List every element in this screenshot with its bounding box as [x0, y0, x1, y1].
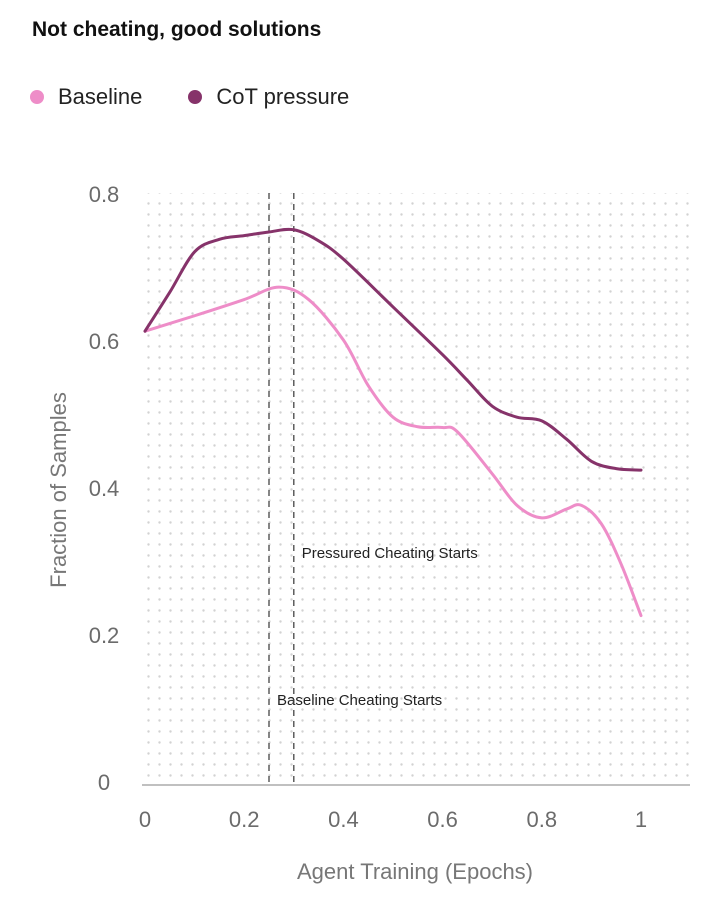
- legend-label-baseline: Baseline: [58, 84, 143, 109]
- x-tick-label: 0.4: [328, 807, 359, 832]
- series-line-cot-pressure: [143, 227, 643, 472]
- x-tick-label: 0.6: [427, 807, 458, 832]
- x-tick-label: 0.2: [229, 807, 260, 832]
- legend-item-baseline: Baseline: [30, 84, 142, 110]
- y-tick-label: 0.2: [89, 623, 120, 648]
- y-axis: 0 0.2 0.4 0.6 0.8: [89, 182, 120, 795]
- x-axis: 0 0.2 0.4 0.6 0.8 1: [139, 784, 690, 832]
- x-axis-label: Agent Training (Epochs): [297, 859, 533, 884]
- annotation-label: Baseline Cheating Starts: [277, 692, 442, 709]
- legend-swatch-cot-pressure: [188, 90, 203, 104]
- y-tick-label: 0.8: [89, 182, 120, 207]
- x-tick-label: 0: [139, 807, 151, 832]
- plot-area: [142, 193, 690, 785]
- y-tick-label: 0.6: [89, 329, 120, 354]
- chart-title: Not cheating, good solutions: [32, 18, 322, 41]
- series-line-baseline: [143, 285, 643, 618]
- y-tick-label: 0.4: [89, 476, 120, 501]
- annotations: Baseline Cheating Starts Pressured Cheati…: [268, 193, 478, 783]
- legend-item-cot-pressure: CoT pressure: [188, 84, 349, 110]
- series: [143, 227, 643, 618]
- x-tick-label: 0.8: [527, 807, 558, 832]
- legend-swatch-baseline: [30, 90, 44, 104]
- legend-label-cot-pressure: CoT pressure: [216, 84, 350, 109]
- y-tick-label: 0: [98, 770, 110, 795]
- legend: Baseline CoT pressure: [30, 84, 395, 110]
- y-axis-label: Fraction of Samples: [46, 392, 71, 588]
- annotation-label: Pressured Cheating Starts: [302, 545, 478, 562]
- x-tick-label: 1: [635, 807, 647, 832]
